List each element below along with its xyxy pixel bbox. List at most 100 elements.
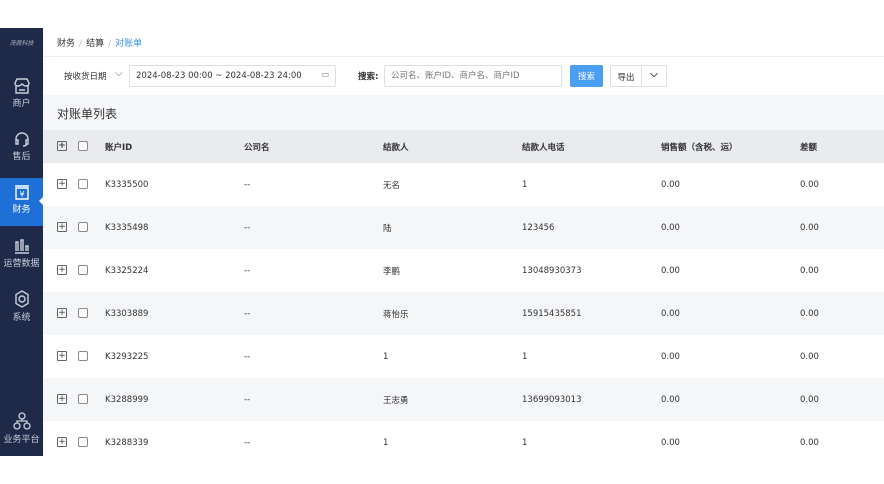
- search-label: 搜索:: [358, 72, 379, 82]
- cell-sales: 0.00: [661, 249, 800, 292]
- table-row[interactable]: + K3288999 -- 王志勇 13699093013 0.00 0.00: [43, 378, 884, 421]
- chevron-down-icon[interactable]: ⌵: [115, 68, 123, 79]
- breadcrumb-finance[interactable]: 财务: [57, 39, 76, 49]
- column-payee-phone[interactable]: 结款人电话: [522, 130, 661, 163]
- table-row[interactable]: + K3288339 -- 1 1 0.00 0.00: [43, 421, 884, 456]
- cell-account-id: K3288339: [105, 421, 244, 456]
- headset-icon: [14, 132, 29, 147]
- breadcrumb-current: 对账单: [115, 39, 143, 49]
- sidebar-item-finance[interactable]: ¥ 财务: [0, 178, 44, 226]
- sidebar-item-business-platform[interactable]: 业务平台: [0, 406, 43, 454]
- expand-row-icon[interactable]: +: [57, 265, 67, 276]
- row-checkbox[interactable]: [78, 265, 88, 276]
- cell-payee-phone: 1: [522, 163, 661, 206]
- export-button[interactable]: 导出: [610, 65, 642, 87]
- active-caret: [34, 196, 44, 206]
- expand-row-icon[interactable]: +: [57, 437, 67, 448]
- statement-table: + 账户ID 公司名 结款人 结款人电话 销售额（含税、运） 差额 + K3335…: [43, 130, 884, 456]
- table-row[interactable]: + K3303889 -- 蒋怡乐 15915435851 0.00 0.00: [43, 292, 884, 335]
- cell-difference: 0.00: [800, 163, 884, 206]
- sidebar-item-aftersale[interactable]: 售后: [0, 125, 43, 173]
- cell-payee: 李鹏: [383, 249, 522, 292]
- cell-account-id: K3288999: [105, 378, 244, 421]
- sidebar-item-label: 业务平台: [3, 435, 40, 445]
- sidebar-item-merchant[interactable]: 商户: [0, 72, 43, 120]
- gear-icon: [14, 290, 29, 308]
- search-input[interactable]: [384, 65, 562, 87]
- sidebar-item-operations-data[interactable]: 运营数据: [0, 232, 43, 280]
- section-title: 对账单列表: [57, 107, 118, 121]
- cell-payee: 王志勇: [383, 378, 522, 421]
- cell-payee-phone: 13048930373: [522, 249, 661, 292]
- cell-account-id: K3293225: [105, 335, 244, 378]
- column-company[interactable]: 公司名: [244, 130, 383, 163]
- cell-difference: 0.00: [800, 378, 884, 421]
- cell-account-id: K3335498: [105, 206, 244, 249]
- column-difference[interactable]: 差额: [800, 130, 884, 163]
- table-row[interactable]: + K3325224 -- 李鹏 13048930373 0.00 0.00: [43, 249, 884, 292]
- expand-row-icon[interactable]: +: [57, 351, 67, 362]
- cell-difference: 0.00: [800, 206, 884, 249]
- table-row[interactable]: + K3335498 -- 陆 123456 0.00 0.00: [43, 206, 884, 249]
- export-dropdown-button[interactable]: ⌵: [641, 65, 667, 87]
- cell-difference: 0.00: [800, 249, 884, 292]
- sidebar-item-system[interactable]: 系统: [0, 284, 43, 332]
- cell-difference: 0.00: [800, 335, 884, 378]
- row-checkbox[interactable]: [78, 437, 88, 448]
- calendar-icon: ▭: [320, 70, 329, 80]
- cell-company: --: [244, 378, 383, 421]
- cell-account-id: K3335500: [105, 163, 244, 206]
- table-row[interactable]: + K3335500 -- 无名 1 0.00 0.00: [43, 163, 884, 206]
- row-checkbox[interactable]: [78, 351, 88, 362]
- breadcrumb: 财务 / 结算 / 对账单: [43, 28, 884, 57]
- cell-account-id: K3325224: [105, 249, 244, 292]
- cell-sales: 0.00: [661, 292, 800, 335]
- cell-payee: 陆: [383, 206, 522, 249]
- column-account-id[interactable]: 账户ID: [105, 130, 244, 163]
- cell-sales: 0.00: [661, 335, 800, 378]
- row-checkbox[interactable]: [78, 308, 88, 319]
- sidebar-item-label: 运营数据: [3, 259, 40, 269]
- cell-sales: 0.00: [661, 421, 800, 456]
- cell-payee-phone: 1: [522, 335, 661, 378]
- cell-sales: 0.00: [661, 206, 800, 249]
- cell-difference: 0.00: [800, 292, 884, 335]
- date-type-select[interactable]: 按收货日期: [64, 72, 107, 82]
- svg-text:¥: ¥: [19, 190, 24, 199]
- column-payee[interactable]: 结款人: [383, 130, 522, 163]
- expand-all-icon[interactable]: +: [57, 141, 67, 152]
- sidebar-item-label: 商户: [12, 99, 31, 109]
- cell-company: --: [244, 249, 383, 292]
- cell-payee: 无名: [383, 163, 522, 206]
- sidebar-item-label: 系统: [12, 313, 31, 323]
- date-range-input[interactable]: 2024-08-23 00:00 ~ 2024-08-23 24:00 ▭: [129, 65, 336, 87]
- search-button[interactable]: 搜索: [570, 65, 603, 87]
- select-all-checkbox[interactable]: [78, 141, 88, 152]
- row-checkbox[interactable]: [78, 222, 88, 233]
- cell-difference: 0.00: [800, 421, 884, 456]
- cell-payee: 蒋怡乐: [383, 292, 522, 335]
- expand-row-icon[interactable]: +: [57, 179, 67, 190]
- cell-payee-phone: 15915435851: [522, 292, 661, 335]
- expand-row-icon[interactable]: +: [57, 308, 67, 319]
- table-row[interactable]: + K3293225 -- 1 1 0.00 0.00: [43, 335, 884, 378]
- row-checkbox[interactable]: [78, 179, 88, 190]
- store-icon: [13, 78, 30, 94]
- cell-account-id: K3303889: [105, 292, 244, 335]
- filter-bar: 按收货日期 ⌵ 2024-08-23 00:00 ~ 2024-08-23 24…: [43, 57, 884, 95]
- cell-payee-phone: 123456: [522, 206, 661, 249]
- expand-row-icon[interactable]: +: [57, 394, 67, 405]
- cell-company: --: [244, 335, 383, 378]
- breadcrumb-settlement[interactable]: 结算: [86, 39, 105, 49]
- expand-row-icon[interactable]: +: [57, 222, 67, 233]
- sidebar: 茂鼎科技 商户 售后 ¥ 财务 运营数据 系统 业务平台: [0, 28, 44, 456]
- cell-payee: 1: [383, 421, 522, 456]
- cell-payee-phone: 13699093013: [522, 378, 661, 421]
- cell-company: --: [244, 206, 383, 249]
- cell-payee: 1: [383, 335, 522, 378]
- row-checkbox[interactable]: [78, 394, 88, 405]
- column-sales[interactable]: 销售额（含税、运）: [661, 130, 800, 163]
- logo: 茂鼎科技: [9, 40, 34, 47]
- date-range-value: 2024-08-23 00:00 ~ 2024-08-23 24:00: [136, 71, 302, 81]
- org-chart-icon: [12, 412, 31, 430]
